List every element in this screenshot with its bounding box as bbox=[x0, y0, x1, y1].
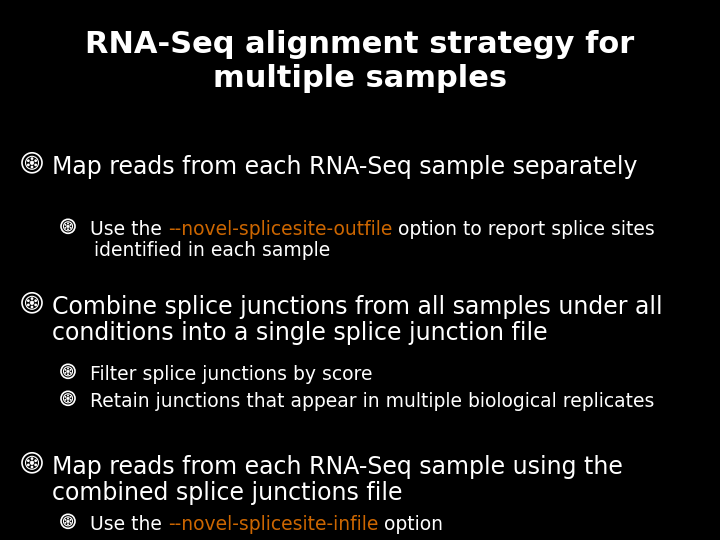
Circle shape bbox=[67, 222, 69, 224]
Circle shape bbox=[67, 517, 69, 519]
Text: --novel-splicesite-outfile: --novel-splicesite-outfile bbox=[168, 220, 392, 239]
Circle shape bbox=[70, 522, 71, 524]
Text: option: option bbox=[378, 515, 444, 534]
Text: Use the: Use the bbox=[90, 220, 168, 239]
Text: Combine splice junctions from all samples under all: Combine splice junctions from all sample… bbox=[52, 295, 662, 319]
Circle shape bbox=[27, 303, 30, 306]
Text: conditions into a single splice junction file: conditions into a single splice junction… bbox=[52, 321, 548, 345]
Circle shape bbox=[65, 396, 66, 398]
Circle shape bbox=[30, 457, 33, 460]
Circle shape bbox=[65, 399, 66, 401]
Circle shape bbox=[65, 369, 66, 371]
Circle shape bbox=[35, 463, 37, 467]
Circle shape bbox=[35, 303, 37, 306]
Circle shape bbox=[30, 461, 34, 464]
Circle shape bbox=[30, 157, 33, 160]
Circle shape bbox=[30, 166, 33, 168]
Text: --novel-splicesite-infile: --novel-splicesite-infile bbox=[168, 515, 378, 534]
Text: identified in each sample: identified in each sample bbox=[94, 241, 330, 260]
Circle shape bbox=[67, 394, 69, 396]
Text: Map reads from each RNA-Seq sample using the: Map reads from each RNA-Seq sample using… bbox=[52, 455, 623, 479]
Circle shape bbox=[30, 161, 34, 165]
Circle shape bbox=[70, 519, 71, 521]
Circle shape bbox=[67, 523, 69, 525]
Circle shape bbox=[67, 520, 69, 523]
Circle shape bbox=[65, 519, 66, 521]
Circle shape bbox=[65, 522, 66, 524]
Circle shape bbox=[35, 159, 37, 162]
Text: RNA-Seq alignment strategy for
multiple samples: RNA-Seq alignment strategy for multiple … bbox=[86, 30, 634, 92]
Circle shape bbox=[65, 227, 66, 229]
Circle shape bbox=[35, 299, 37, 302]
Circle shape bbox=[67, 370, 69, 373]
Circle shape bbox=[67, 373, 69, 375]
Text: Retain junctions that appear in multiple biological replicates: Retain junctions that appear in multiple… bbox=[90, 392, 654, 411]
Circle shape bbox=[27, 164, 30, 166]
Circle shape bbox=[70, 399, 71, 401]
Circle shape bbox=[27, 159, 30, 162]
Circle shape bbox=[30, 306, 33, 308]
Circle shape bbox=[65, 372, 66, 374]
Circle shape bbox=[30, 297, 33, 300]
Circle shape bbox=[27, 463, 30, 467]
Circle shape bbox=[67, 367, 69, 369]
Circle shape bbox=[70, 372, 71, 374]
Circle shape bbox=[67, 228, 69, 230]
Circle shape bbox=[30, 465, 33, 468]
Text: Use the: Use the bbox=[90, 515, 168, 534]
Circle shape bbox=[65, 224, 66, 226]
Circle shape bbox=[67, 400, 69, 402]
Circle shape bbox=[27, 299, 30, 302]
Circle shape bbox=[30, 301, 34, 305]
Circle shape bbox=[35, 164, 37, 166]
Circle shape bbox=[27, 460, 30, 462]
Text: Map reads from each RNA-Seq sample separately: Map reads from each RNA-Seq sample separ… bbox=[52, 155, 637, 179]
Circle shape bbox=[67, 225, 69, 227]
Circle shape bbox=[35, 460, 37, 462]
Text: Filter splice junctions by score: Filter splice junctions by score bbox=[90, 365, 372, 384]
Circle shape bbox=[70, 369, 71, 371]
Text: option to report splice sites: option to report splice sites bbox=[392, 220, 655, 239]
Text: combined splice junctions file: combined splice junctions file bbox=[52, 481, 402, 505]
Circle shape bbox=[67, 397, 69, 400]
Circle shape bbox=[70, 224, 71, 226]
Circle shape bbox=[70, 396, 71, 398]
Circle shape bbox=[70, 227, 71, 229]
